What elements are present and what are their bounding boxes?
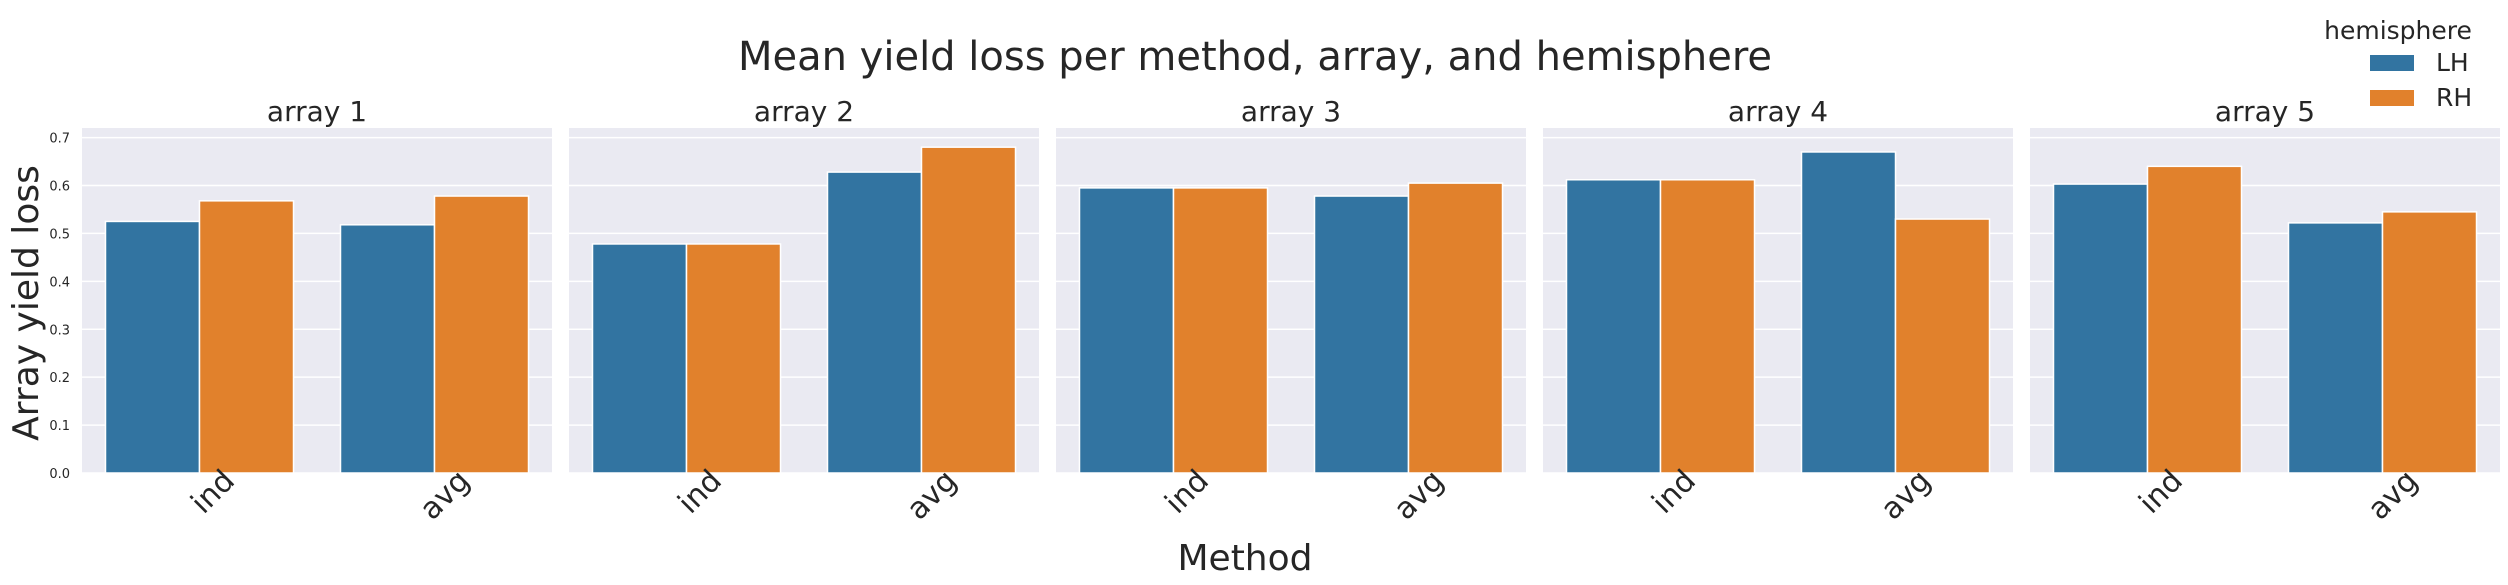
bar-rh-ind	[198, 200, 295, 474]
y-axis-label: Array yield loss	[6, 165, 47, 441]
panel-title: array 1	[267, 95, 367, 128]
bar-rh-ind	[1659, 179, 1756, 474]
y-tick-label: 0.6	[49, 180, 70, 195]
bar-lh-avg	[826, 171, 923, 474]
bar-rh-ind	[685, 243, 782, 474]
bar-rh-avg	[2381, 211, 2478, 474]
bar-rh-ind	[2146, 165, 2243, 474]
y-tick-label: 0.1	[49, 419, 70, 434]
y-tick-label: 0.0	[49, 467, 70, 482]
legend: hemisphere LH RH	[2324, 16, 2472, 112]
panel-title: array 2	[754, 95, 854, 128]
x-axis-label: Method	[1177, 538, 1312, 579]
bar-rh-avg	[1407, 182, 1504, 474]
bar-lh-ind	[591, 243, 688, 474]
bar-lh-avg	[339, 224, 436, 474]
panel-title: array 4	[1728, 95, 1828, 128]
legend-swatch-lh	[2370, 55, 2414, 71]
legend-label-lh: LH	[2436, 48, 2469, 77]
bar-lh-avg	[1800, 151, 1897, 474]
chart-title: Mean yield loss per method, array, and h…	[738, 34, 1772, 80]
legend-swatch-rh	[2370, 90, 2414, 106]
bar-rh-avg	[433, 195, 530, 474]
bar-lh-ind	[2052, 183, 2149, 474]
bar-rh-ind	[1172, 187, 1269, 474]
legend-label-rh: RH	[2436, 83, 2472, 112]
bar-lh-ind	[1078, 187, 1175, 474]
y-tick-label: 0.5	[49, 227, 70, 242]
panel-title: array 5	[2215, 95, 2315, 128]
bar-lh-ind	[1565, 179, 1662, 474]
y-tick-label: 0.4	[49, 275, 70, 290]
bar-lh-ind	[104, 220, 201, 474]
y-tick-label: 0.2	[49, 371, 70, 386]
y-tick-label: 0.7	[49, 132, 70, 147]
bar-rh-avg	[920, 146, 1017, 474]
bar-lh-avg	[2287, 222, 2384, 474]
panel-title: array 3	[1241, 95, 1341, 128]
bar-rh-avg	[1894, 218, 1991, 474]
y-tick-label: 0.3	[49, 323, 70, 338]
bar-lh-avg	[1313, 195, 1410, 474]
legend-title: hemisphere	[2324, 16, 2472, 45]
